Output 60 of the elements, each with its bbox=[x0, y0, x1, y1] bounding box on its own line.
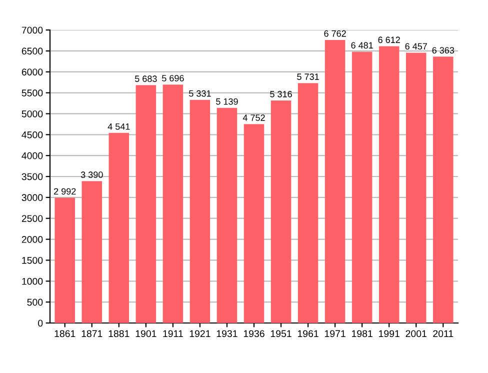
data-label: 6 481 bbox=[351, 42, 373, 49]
y-tick-label: 2000 bbox=[22, 236, 43, 243]
bar bbox=[162, 84, 184, 323]
y-tick-label: 0 bbox=[38, 320, 43, 327]
data-label: 6 762 bbox=[324, 30, 346, 37]
x-tick-label: 1901 bbox=[136, 330, 156, 338]
data-label: 4 752 bbox=[242, 114, 265, 121]
data-label: 5 139 bbox=[216, 98, 238, 105]
x-tick-label: 1936 bbox=[244, 330, 264, 338]
x-tick-label: 1991 bbox=[379, 330, 400, 338]
data-label: 5 331 bbox=[189, 90, 211, 97]
data-label: 6 457 bbox=[405, 43, 427, 50]
bar bbox=[216, 108, 238, 323]
x-tick-label: 1881 bbox=[108, 330, 130, 338]
x-tick-label: 1921 bbox=[190, 330, 210, 338]
y-tick-label: 1500 bbox=[22, 256, 43, 264]
bar bbox=[244, 124, 264, 323]
y-tick-label: 500 bbox=[27, 298, 43, 306]
data-label: 3 390 bbox=[80, 172, 103, 178]
data-label: 5 696 bbox=[162, 75, 184, 82]
data-label: 5 683 bbox=[134, 76, 157, 82]
y-tick-label: 4500 bbox=[22, 131, 43, 138]
bar bbox=[406, 52, 426, 323]
x-tick-label: 1981 bbox=[352, 330, 372, 338]
bar bbox=[54, 198, 75, 323]
bar bbox=[82, 181, 102, 323]
bar bbox=[352, 52, 372, 323]
y-tick-label: 7000 bbox=[22, 26, 43, 34]
data-label: 6 612 bbox=[378, 36, 400, 44]
bar bbox=[270, 100, 292, 323]
bar bbox=[433, 56, 454, 323]
y-tick-label: 2500 bbox=[22, 215, 43, 222]
x-tick-label: 2001 bbox=[406, 330, 426, 338]
bar bbox=[136, 85, 156, 323]
y-tick-label: 3000 bbox=[22, 194, 43, 202]
x-tick-label: 1961 bbox=[298, 330, 318, 338]
y-tick-label: 4000 bbox=[22, 152, 43, 160]
bar bbox=[324, 40, 346, 323]
x-tick-label: 1911 bbox=[163, 330, 183, 338]
bar bbox=[190, 100, 210, 323]
data-label: 5 731 bbox=[297, 74, 319, 80]
y-tick-label: 6000 bbox=[22, 68, 43, 76]
y-tick-label: 6500 bbox=[22, 48, 43, 55]
y-tick-label: 5000 bbox=[22, 110, 43, 118]
x-tick-label: 1931 bbox=[216, 330, 238, 338]
bar bbox=[298, 83, 318, 323]
x-tick-label: 2011 bbox=[433, 330, 454, 338]
x-tick-label: 1971 bbox=[324, 330, 346, 338]
y-tick-label: 3500 bbox=[22, 173, 43, 180]
bar bbox=[108, 132, 130, 323]
data-label: 6 363 bbox=[432, 47, 454, 54]
x-tick-label: 1861 bbox=[54, 330, 76, 338]
y-tick-label: 5500 bbox=[22, 90, 43, 96]
x-tick-label: 1951 bbox=[270, 330, 292, 338]
x-tick-label: 1871 bbox=[82, 330, 102, 338]
y-tick-label: 1000 bbox=[22, 278, 43, 285]
bar bbox=[378, 46, 400, 323]
data-label: 5 316 bbox=[270, 90, 292, 98]
data-label: 2 992 bbox=[54, 188, 76, 195]
data-label: 4 541 bbox=[108, 123, 130, 130]
